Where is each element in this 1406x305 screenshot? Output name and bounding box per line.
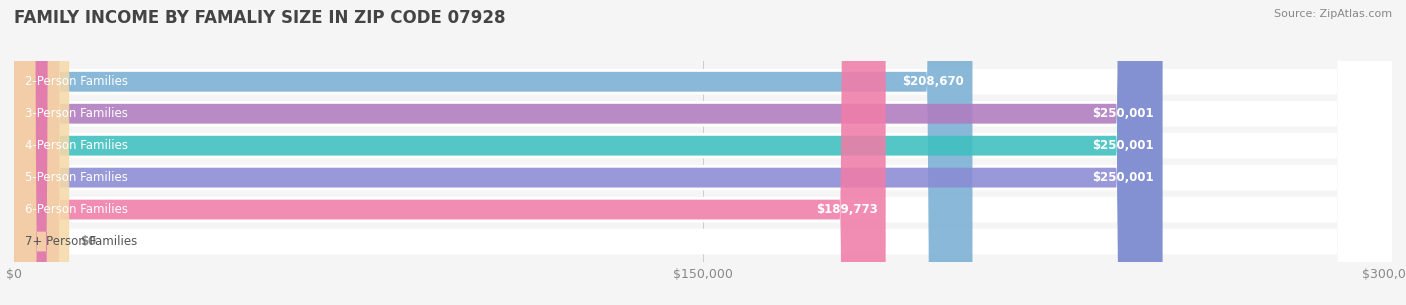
FancyBboxPatch shape: [14, 0, 69, 305]
FancyBboxPatch shape: [14, 0, 1392, 305]
FancyBboxPatch shape: [14, 0, 1392, 305]
Text: $208,670: $208,670: [903, 75, 965, 88]
Text: 7+ Person Families: 7+ Person Families: [25, 235, 138, 248]
Text: $0: $0: [80, 235, 97, 248]
FancyBboxPatch shape: [14, 0, 1392, 305]
Text: $250,001: $250,001: [1092, 107, 1154, 120]
FancyBboxPatch shape: [14, 0, 1392, 305]
Text: 6-Person Families: 6-Person Families: [25, 203, 128, 216]
FancyBboxPatch shape: [14, 0, 1392, 305]
Text: Source: ZipAtlas.com: Source: ZipAtlas.com: [1274, 9, 1392, 19]
Text: 2-Person Families: 2-Person Families: [25, 75, 128, 88]
FancyBboxPatch shape: [14, 0, 1163, 305]
Text: 5-Person Families: 5-Person Families: [25, 171, 128, 184]
Text: $189,773: $189,773: [815, 203, 877, 216]
FancyBboxPatch shape: [14, 0, 1163, 305]
Text: $250,001: $250,001: [1092, 139, 1154, 152]
Text: 4-Person Families: 4-Person Families: [25, 139, 128, 152]
FancyBboxPatch shape: [14, 0, 886, 305]
FancyBboxPatch shape: [14, 0, 973, 305]
Text: 3-Person Families: 3-Person Families: [25, 107, 128, 120]
Text: $250,001: $250,001: [1092, 171, 1154, 184]
FancyBboxPatch shape: [14, 0, 1163, 305]
FancyBboxPatch shape: [14, 0, 1392, 305]
Text: FAMILY INCOME BY FAMALIY SIZE IN ZIP CODE 07928: FAMILY INCOME BY FAMALIY SIZE IN ZIP COD…: [14, 9, 506, 27]
